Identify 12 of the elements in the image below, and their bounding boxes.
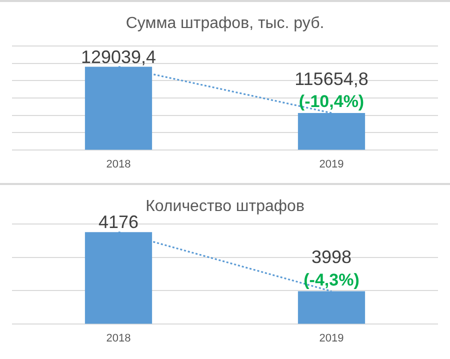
data-label: 129039,4 <box>80 46 156 67</box>
data-label: 115654,8 <box>294 68 368 89</box>
x-tick-label: 2019 <box>319 158 344 170</box>
annotation: (-4,3%) <box>304 270 360 290</box>
data-label: 4176 <box>98 212 139 232</box>
x-tick-label: 2018 <box>106 332 131 344</box>
x-tick-label: 2018 <box>106 158 131 170</box>
x-tick-label: 2019 <box>319 332 344 344</box>
chart-title: Количество штрафов <box>146 198 304 216</box>
data-label: 3998 <box>311 247 352 268</box>
chart-title: Сумма штрафов, тыс. руб. <box>126 15 324 32</box>
annotation: (-10,4%) <box>298 92 364 112</box>
